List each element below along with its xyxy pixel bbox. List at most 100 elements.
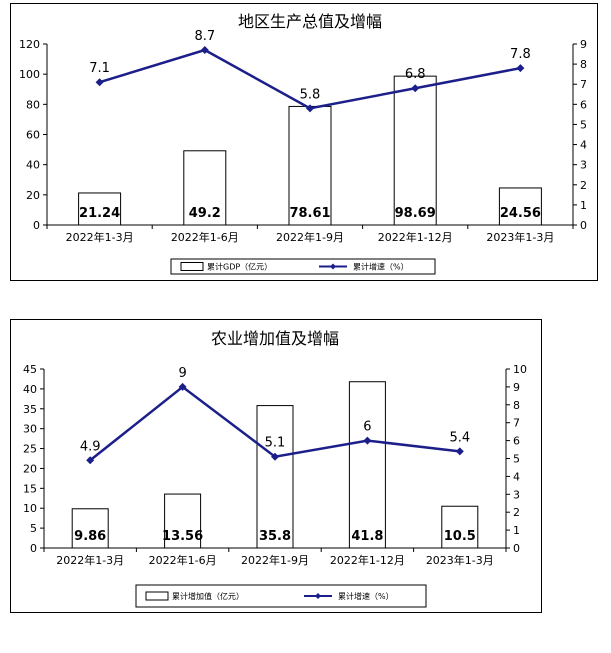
agriculture-chart: 农业增加值及增幅05101520253035404501234567891020… [23, 329, 527, 608]
growth-rate-point [306, 104, 314, 113]
legend-line-marker [315, 593, 321, 599]
x-category-label: 2023年1-3月 [486, 230, 554, 244]
bar-value-label: 21.24 [79, 206, 120, 221]
left-tick-label: 25 [23, 443, 37, 456]
right-tick-label: 6 [513, 435, 520, 448]
bar-label-background [80, 204, 119, 222]
growth-rate-label: 8.7 [194, 29, 215, 44]
x-category-label: 2023年1-3月 [426, 553, 494, 567]
left-tick-label: 15 [23, 482, 37, 495]
x-category-label: 2022年1-3月 [56, 553, 124, 567]
bar-value-label: 13.56 [162, 529, 203, 544]
bar-label-background [74, 527, 107, 545]
growth-rate-point [86, 456, 95, 465]
left-tick-label: 100 [19, 68, 40, 81]
right-tick-label: 2 [513, 506, 520, 519]
x-category-label: 2022年1-6月 [149, 553, 217, 567]
right-tick-label: 4 [513, 470, 520, 483]
gdp-chart: 地区生产总值及增幅 0 20 40 60 80 100 120 0 1 2 3 4 5 6 7 8 9 2022年1… [19, 12, 587, 275]
growth-rate-label: 4.9 [80, 439, 101, 454]
growth-rate-point [516, 64, 525, 73]
x-category-label: 2022年1-12月 [378, 230, 453, 244]
right-tick-label: 3 [580, 159, 587, 172]
right-tick-label: 2 [580, 179, 587, 192]
growth-rate-label: 5.8 [300, 87, 321, 102]
chart-title: 农业增加值及增幅 [211, 329, 339, 348]
x-category-label: 2022年1-12月 [330, 553, 405, 567]
left-tick-label: 0 [33, 219, 40, 232]
left-tick-label: 30 [23, 423, 37, 436]
bar-label-background [396, 204, 435, 222]
left-tick-label: 45 [23, 363, 37, 376]
right-tick-label: 1 [580, 199, 587, 212]
right-tick-label: 4 [580, 139, 587, 152]
growth-rate-label: 5.1 [265, 436, 286, 451]
bar-label-background [501, 204, 540, 222]
x-category-label: 2022年1-9月 [241, 553, 309, 567]
growth-rate-label: 6.8 [405, 67, 426, 82]
right-tick-label: 7 [513, 417, 520, 430]
left-tick-label: 20 [26, 189, 40, 202]
legend-bar-swatch [145, 591, 169, 601]
right-tick-label: 7 [580, 78, 587, 91]
right-tick-label: 10 [513, 363, 527, 376]
left-tick-label: 120 [19, 38, 40, 51]
legend-bar-label: 累计GDP（亿元） [207, 262, 272, 272]
chart-title: 地区生产总值及增幅 [238, 12, 382, 31]
left-tick-label: 35 [23, 403, 37, 416]
left-tick-label: 5 [30, 522, 37, 535]
left-tick-label: 20 [23, 462, 37, 475]
bar-value-label: 35.8 [259, 529, 291, 544]
growth-rate-point [178, 382, 187, 391]
right-tick-label: 5 [513, 453, 520, 466]
bar-value-label: 24.56 [500, 206, 541, 221]
right-tick-label: 6 [580, 98, 587, 111]
bar [393, 75, 437, 226]
right-tick-label: 0 [580, 219, 587, 232]
growth-rate-point [200, 46, 209, 55]
bar-label-background [185, 204, 224, 222]
right-tick-label: 9 [580, 38, 587, 51]
legend-line-label: 累计增速（%） [353, 262, 409, 272]
bar-value-label: 49.2 [189, 206, 221, 221]
growth-rate-point [271, 452, 279, 461]
growth-rate-label: 7.8 [510, 47, 531, 62]
legend-bar-label: 累计增加值（亿元） [172, 591, 244, 601]
growth-rate-label: 9 [178, 366, 186, 381]
bar [256, 405, 294, 549]
bar-label-background [166, 527, 199, 545]
bar [348, 381, 386, 549]
legend-box [170, 258, 436, 275]
agriculture-chart-panel: 农业增加值及增幅 0 5 10 15 20 25 30 35 40 45 0 1 2 3 4 5 6 7 8 9 10 20… [10, 319, 542, 613]
right-tick-label: 8 [513, 399, 520, 412]
growth-rate-point [363, 436, 372, 445]
growth-rate-label: 7.1 [89, 61, 110, 76]
growth-rate-point [95, 78, 104, 87]
left-tick-label: 0 [30, 542, 37, 555]
legend-line-label: 累计增速（%） [338, 591, 394, 601]
right-tick-label: 5 [580, 118, 587, 131]
left-tick-label: 40 [26, 159, 40, 172]
growth-rate-label: 6 [363, 420, 371, 435]
growth-rate-point [411, 84, 420, 93]
bar-label-background [443, 527, 476, 545]
right-tick-label: 9 [513, 381, 520, 394]
bar-value-label: 98.69 [395, 206, 436, 221]
bar-label-background [351, 527, 384, 545]
left-tick-label: 80 [26, 98, 40, 111]
right-tick-label: 0 [513, 542, 520, 555]
growth-rate-point [455, 447, 464, 456]
right-tick-label: 3 [513, 488, 520, 501]
bar-value-label: 9.86 [74, 529, 106, 544]
right-tick-label: 8 [580, 58, 587, 71]
legend-box [135, 584, 427, 608]
bar-label-background [259, 527, 291, 545]
growth-rate-label: 5.4 [449, 430, 470, 445]
x-category-label: 2022年1-9月 [276, 230, 344, 244]
right-tick-label: 1 [513, 524, 520, 537]
legend-line-marker [330, 263, 336, 270]
left-tick-label: 10 [23, 502, 37, 515]
left-tick-label: 40 [23, 383, 37, 396]
gdp-chart-panel: 地区生产总值及增幅 0 20 40 60 80 100 120 0 1 2 3 4 5 6 7 8 9 2022年1… [10, 3, 598, 281]
left-tick-label: 60 [26, 129, 40, 142]
